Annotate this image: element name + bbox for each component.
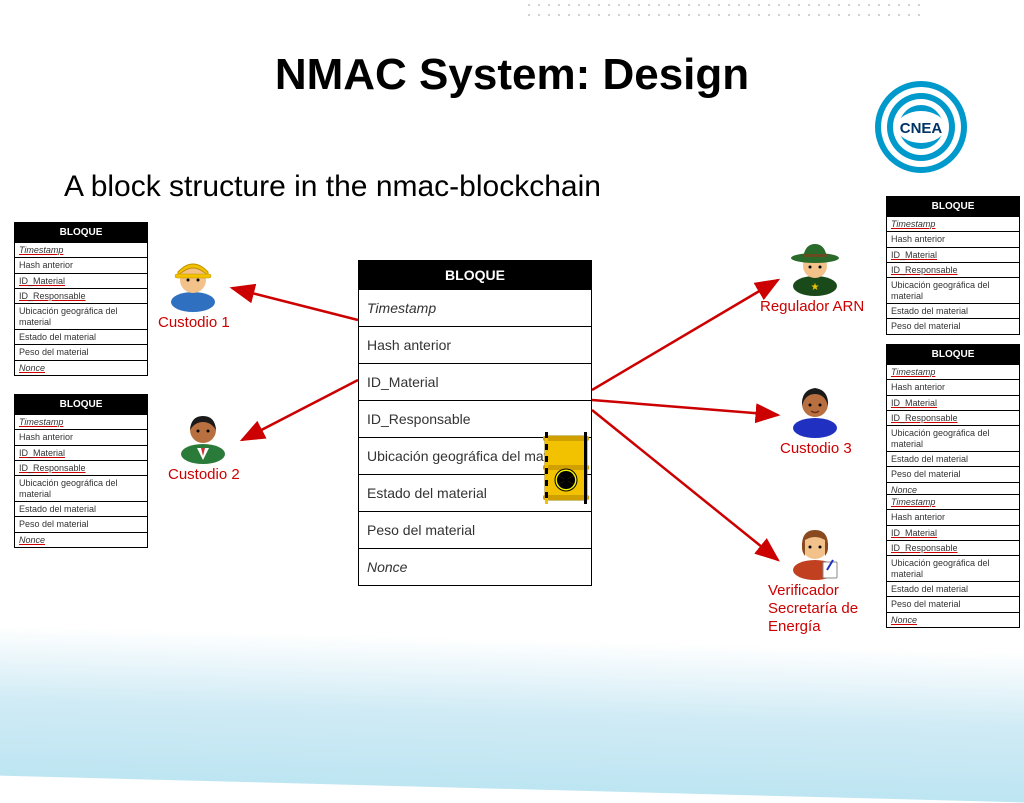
- block-row: Nonce: [359, 548, 591, 585]
- logo-text: CNEA: [900, 120, 943, 137]
- person-icon: [785, 378, 845, 438]
- worker-icon: [163, 252, 223, 312]
- block-row: Peso del material: [359, 511, 591, 548]
- block-row: Timestamp: [359, 289, 591, 326]
- actor-custodio3: Custodio 3: [780, 378, 850, 457]
- block-table-main: BLOQUE Timestamp Hash anterior ID_Materi…: [358, 260, 592, 586]
- actor-custodio2: Custodio 2: [168, 404, 238, 483]
- block-table-copy: BLOQUE Timestamp Hash anterior ID_Materi…: [886, 196, 1020, 335]
- actor-regulador: ★ Regulador ARN: [780, 236, 850, 315]
- block-row: ID_Material: [359, 363, 591, 400]
- block-table-copy: BLOQUE Timestamp Hash anterior ID_Materi…: [886, 344, 1020, 498]
- cnea-logo: CNEA: [874, 80, 968, 174]
- block-row: Hash anterior: [359, 326, 591, 363]
- block-table-copy: BLOQUE Timestamp Hash anterior ID_Materi…: [14, 222, 148, 376]
- person-icon: [173, 404, 233, 464]
- subtitle: A block structure in the nmac-blockchain: [64, 170, 601, 204]
- block-header: BLOQUE: [359, 261, 591, 289]
- block-table-copy: Timestamp Hash anterior ID_Material ID_R…: [886, 494, 1020, 628]
- actor-label: Custodio 1: [158, 314, 228, 331]
- auditor-icon: [785, 520, 845, 580]
- actor-verificador: VerificadorSecretaría deEnergía: [780, 520, 850, 636]
- actor-label: Custodio 3: [780, 440, 850, 457]
- actor-label: VerificadorSecretaría deEnergía: [768, 582, 850, 636]
- page-title: NMAC System: Design: [0, 50, 1024, 100]
- radioactive-barrel-icon: [541, 432, 591, 504]
- block-table-copy: BLOQUE Timestamp Hash anterior ID_Materi…: [14, 394, 148, 548]
- actor-label: Regulador ARN: [760, 298, 850, 315]
- background-wave-bottom: [0, 625, 1024, 803]
- actor-label: Custodio 2: [168, 466, 238, 483]
- actor-custodio1: Custodio 1: [158, 252, 228, 331]
- svg-text:★: ★: [811, 282, 820, 293]
- ranger-icon: ★: [785, 236, 845, 296]
- background-dots: [524, 0, 924, 20]
